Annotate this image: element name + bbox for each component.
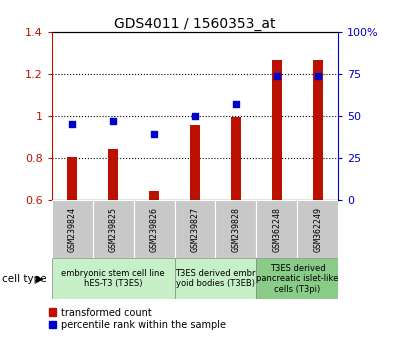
Legend: transformed count, percentile rank within the sample: transformed count, percentile rank withi… — [49, 308, 226, 330]
Bar — [52, 200, 93, 258]
Bar — [134, 200, 175, 258]
Bar — [231, 116, 241, 326]
Bar — [297, 200, 338, 258]
Point — [192, 113, 198, 119]
Text: T3ES derived embr
yoid bodies (T3EB): T3ES derived embr yoid bodies (T3EB) — [175, 269, 256, 289]
Bar — [67, 156, 77, 326]
Text: GSM362248: GSM362248 — [272, 207, 281, 252]
Bar — [215, 200, 256, 258]
Bar — [108, 149, 118, 326]
Bar — [256, 258, 338, 299]
Bar — [52, 258, 175, 299]
Bar — [272, 60, 282, 326]
Text: GSM239825: GSM239825 — [109, 207, 118, 252]
Title: GDS4011 / 1560353_at: GDS4011 / 1560353_at — [114, 17, 276, 31]
Bar — [93, 200, 134, 258]
Text: embryonic stem cell line
hES-T3 (T3ES): embryonic stem cell line hES-T3 (T3ES) — [61, 269, 165, 289]
Text: GSM239828: GSM239828 — [232, 207, 240, 252]
Point — [151, 132, 157, 137]
Text: T3ES derived
pancreatic islet-like
cells (T3pi): T3ES derived pancreatic islet-like cells… — [256, 264, 339, 294]
Bar — [313, 59, 323, 326]
Text: GSM362249: GSM362249 — [313, 207, 322, 252]
Bar — [175, 258, 256, 299]
Point — [69, 121, 75, 127]
Point — [315, 73, 321, 79]
Bar — [175, 200, 215, 258]
Point — [110, 118, 116, 124]
Bar — [149, 191, 159, 326]
Bar — [256, 200, 297, 258]
Text: GSM239824: GSM239824 — [68, 207, 77, 252]
Bar — [190, 125, 200, 326]
Point — [274, 73, 280, 79]
Text: GSM239826: GSM239826 — [150, 207, 158, 252]
Point — [233, 101, 239, 107]
Text: ▶: ▶ — [36, 274, 43, 284]
Text: cell type: cell type — [2, 274, 47, 284]
Text: GSM239827: GSM239827 — [191, 207, 199, 252]
